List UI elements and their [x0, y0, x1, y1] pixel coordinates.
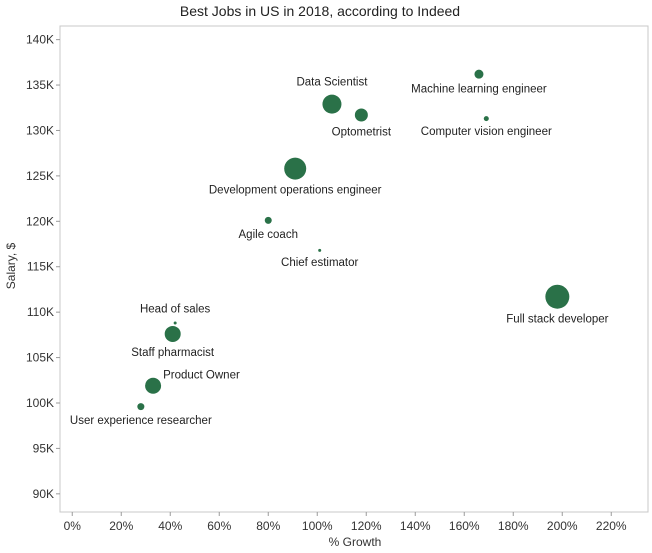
y-tick-label: 90K	[33, 487, 54, 501]
point-label: Optometrist	[332, 127, 392, 139]
point-label: Product Owner	[163, 370, 240, 382]
data-point	[173, 321, 177, 325]
x-axis-title: % Growth	[329, 535, 382, 549]
x-tick-label: 60%	[207, 519, 231, 533]
x-tick-label: 200%	[547, 519, 578, 533]
data-point	[483, 116, 489, 122]
point-label: Chief estimator	[281, 257, 359, 269]
plot-frame	[59, 25, 649, 513]
y-tick-label: 115K	[27, 260, 54, 274]
data-point	[545, 284, 570, 309]
data-point	[474, 69, 484, 79]
point-label: Full stack developer	[506, 314, 608, 326]
x-tick-label: 100%	[302, 519, 333, 533]
x-tick-label: 80%	[256, 519, 280, 533]
point-label: Machine learning engineer	[411, 84, 547, 96]
y-axis: 90K 95K 100K 105K 110K 115K 120K 125K 130K 135K 14…	[26, 33, 60, 501]
point-label: Head of sales	[140, 304, 211, 316]
x-tick-label: 20%	[109, 519, 133, 533]
data-point	[284, 157, 307, 180]
chart-title: Best Jobs in US in 2018, according to In…	[180, 3, 460, 19]
x-tick-label: 0%	[64, 519, 82, 533]
point-labels: Data Scientist Machine learning engineer O…	[70, 77, 609, 428]
y-axis-title: Salary, $	[4, 242, 18, 289]
y-tick-label: 130K	[26, 123, 54, 137]
point-label: User experience researcher	[70, 415, 212, 427]
point-label: Data Scientist	[296, 77, 368, 89]
x-tick-label: 160%	[449, 519, 480, 533]
x-tick-label: 220%	[596, 519, 627, 533]
point-label: Development operations engineer	[209, 185, 382, 197]
x-tick-label: 120%	[351, 519, 382, 533]
data-points	[137, 69, 570, 411]
x-tick-label: 40%	[158, 519, 182, 533]
y-tick-label: 105K	[26, 351, 54, 365]
data-point	[264, 216, 272, 224]
x-tick-label: 140%	[400, 519, 431, 533]
y-tick-label: 100K	[26, 396, 54, 410]
data-point	[318, 248, 322, 252]
point-label: Staff pharmacist	[131, 347, 215, 359]
data-point	[354, 108, 368, 122]
x-axis: 0% 20% 40% 60% 80% 100% 120% 140% 160% 180% 200% 22…	[64, 512, 627, 533]
data-point	[145, 377, 162, 394]
point-label: Agile coach	[239, 229, 298, 241]
x-tick-label: 180%	[498, 519, 529, 533]
data-point	[137, 403, 145, 411]
y-tick-label: 125K	[26, 169, 54, 183]
y-tick-label: 110K	[27, 305, 54, 319]
point-label: Computer vision engineer	[421, 126, 552, 138]
y-tick-label: 140K	[26, 33, 54, 47]
y-tick-label: 120K	[26, 214, 54, 228]
data-point	[322, 94, 342, 114]
y-tick-label: 135K	[26, 78, 54, 92]
data-point	[164, 325, 181, 342]
y-tick-label: 95K	[33, 441, 54, 455]
